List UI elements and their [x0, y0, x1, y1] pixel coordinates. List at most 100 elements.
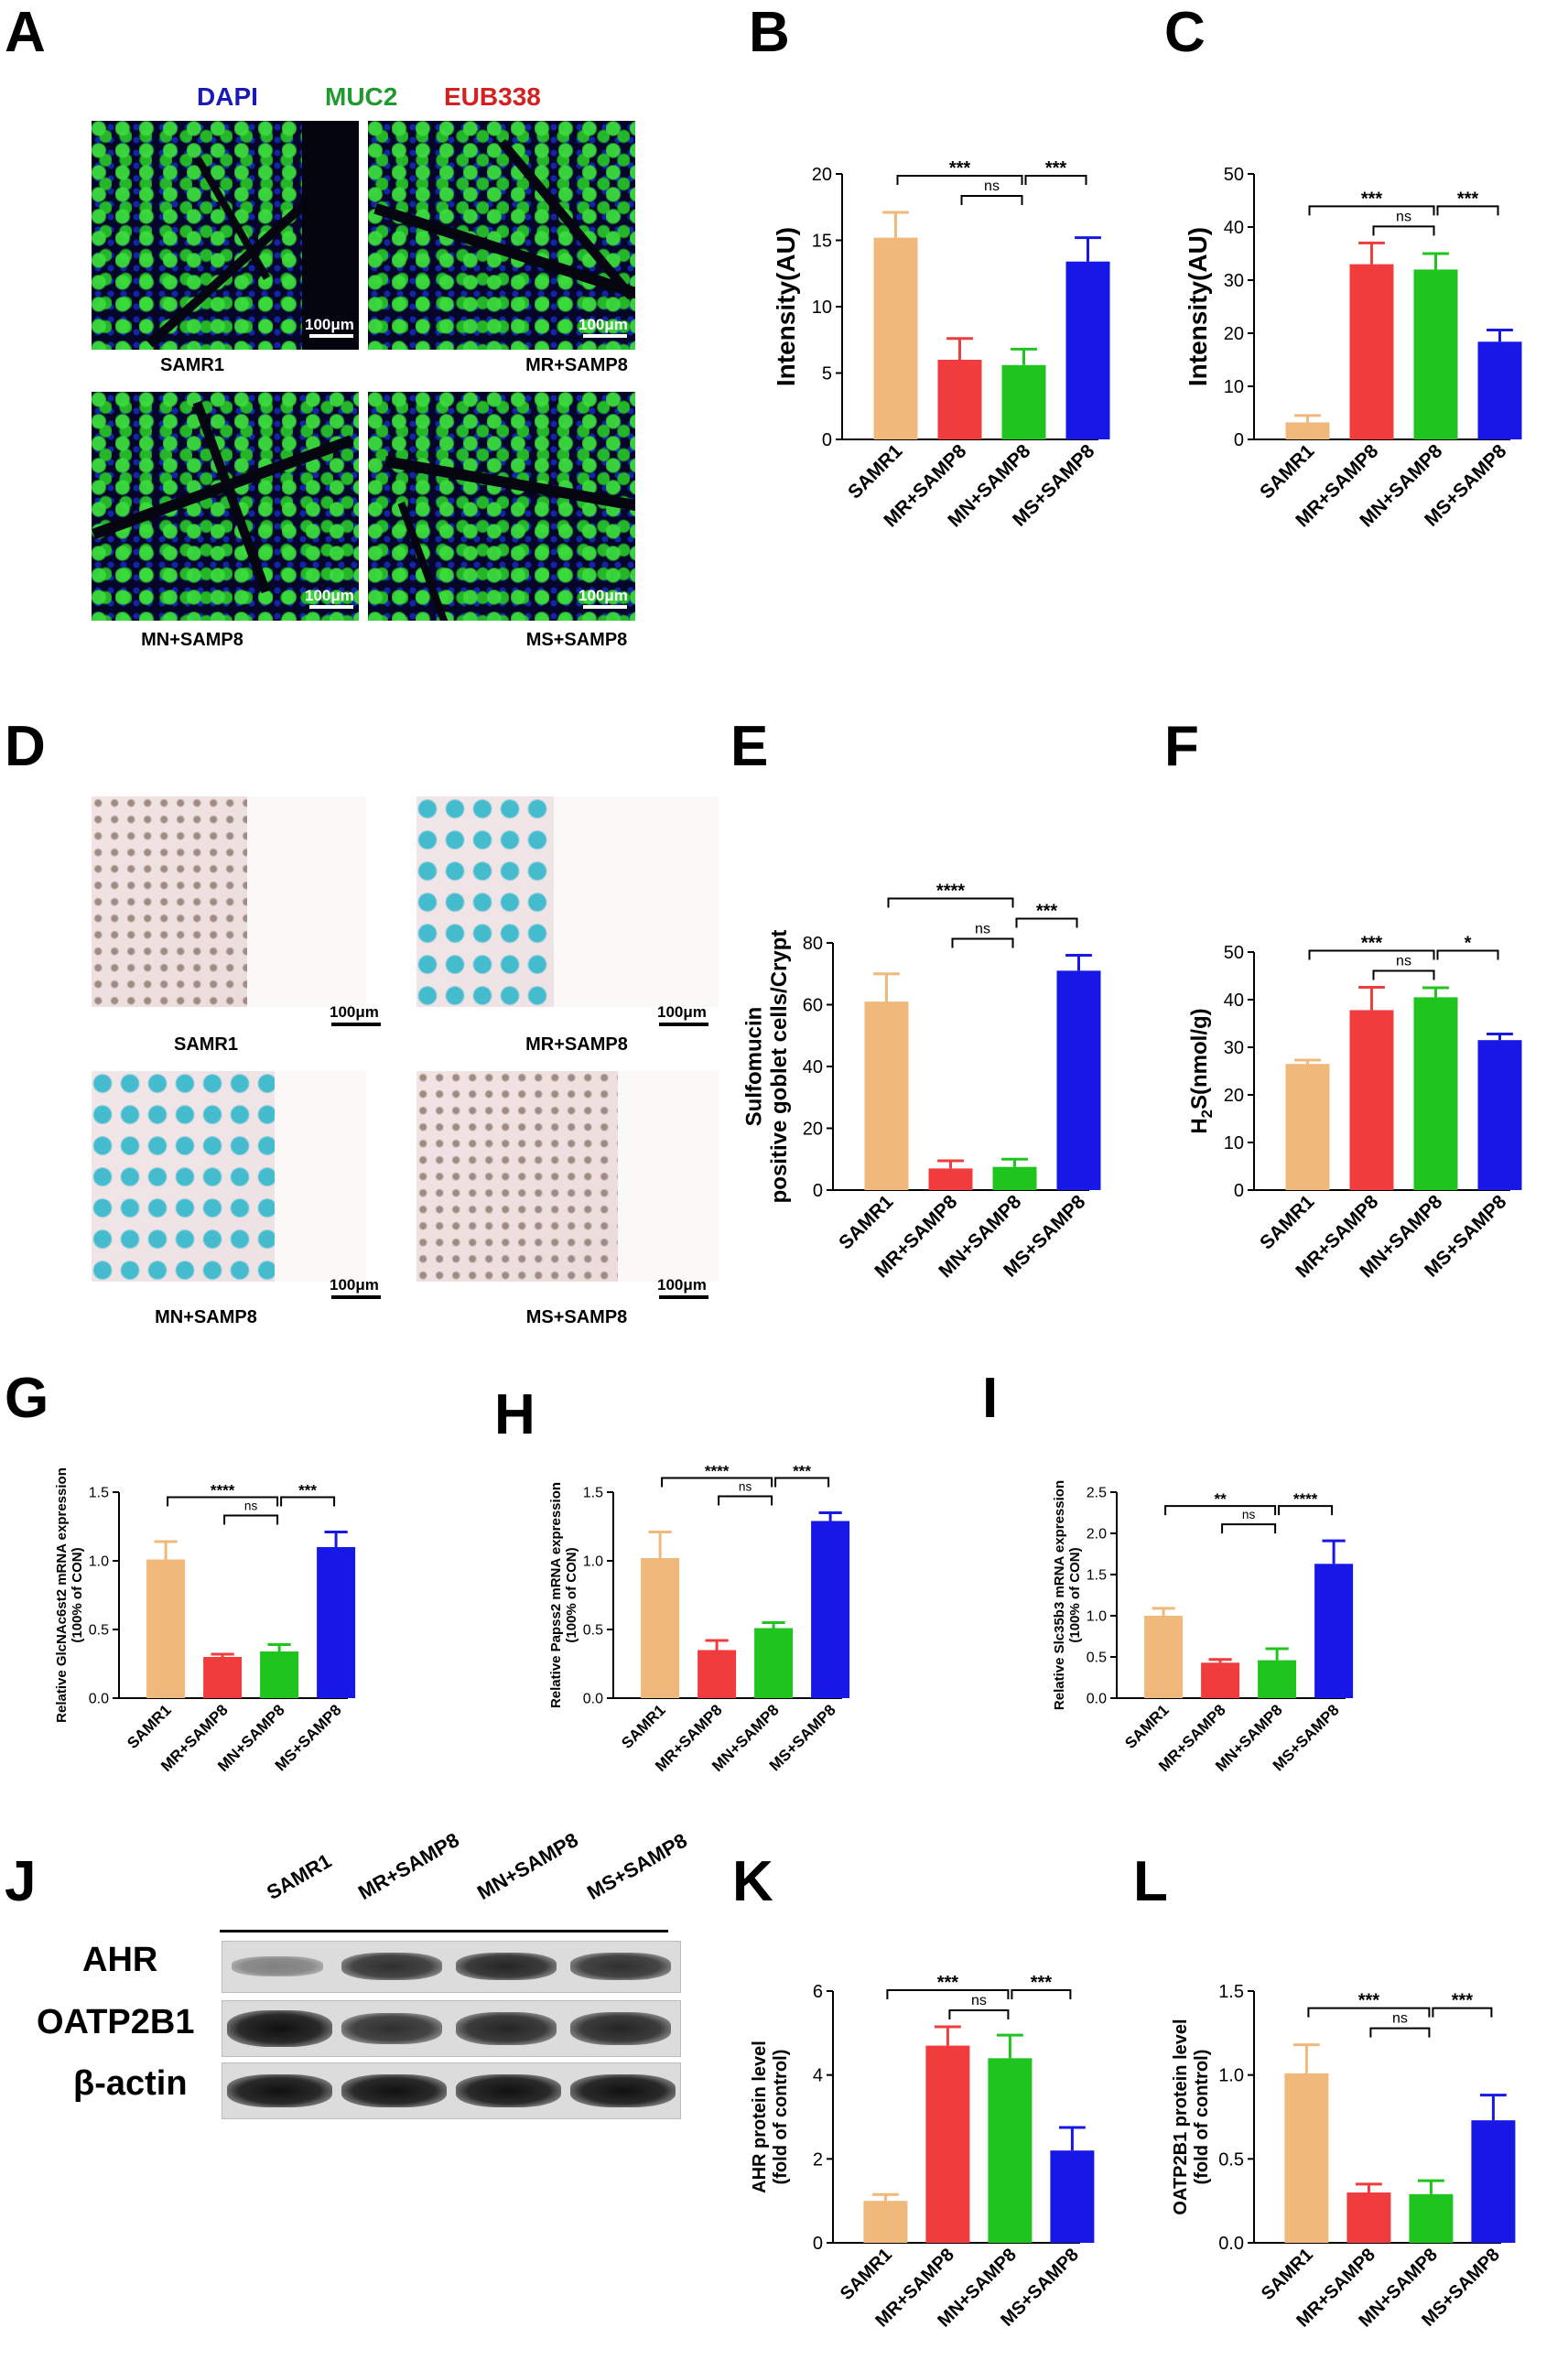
y-tick-label: 1.0	[1218, 2066, 1244, 2086]
bar-mn-samp8	[1413, 269, 1458, 439]
wb-label-oatp2b1: OATP2B1	[37, 2003, 195, 2041]
y-tick-label: 20	[1224, 1086, 1244, 1106]
significance-bracket	[1436, 205, 1499, 216]
x-tick-label: SAMR1	[835, 1191, 897, 1253]
chart-H-plot: 0.0 0.5 1.0 1.5 Relative Papss2 mRNA express…	[548, 1465, 850, 1775]
significance-label: ns	[1392, 2011, 1408, 2027]
y-tick-label: 1.5	[89, 1486, 109, 1501]
band	[456, 2012, 557, 2045]
scale-text: 100μm	[579, 587, 628, 604]
significance-bracket	[887, 897, 1014, 908]
significance-label: ns	[244, 1499, 258, 1513]
chart-sulfomucin: 0 20 40 60 80 Sulfomucinpositive goblet cells…	[742, 882, 1101, 1282]
chart-L-plot: 0.0 0.5 1.0 1.5 OATP2B1 protein level(fold o…	[1171, 1982, 1516, 2332]
panel-letter-j: J	[5, 1850, 37, 1913]
significance-label: ns	[1396, 953, 1411, 969]
bar-mn-samp8	[1258, 1660, 1297, 1698]
panel-letter-d: D	[5, 715, 46, 778]
bar-mr-samp8	[1349, 1010, 1394, 1190]
y-tick-label: 0	[1234, 1181, 1244, 1201]
significance-bracket	[1372, 969, 1435, 980]
stain-label-eub338: EUB338	[444, 82, 541, 111]
y-tick-label: 10	[1224, 1133, 1244, 1153]
y-tick-label: 0.5	[1218, 2149, 1244, 2170]
bar-mn-samp8	[754, 1628, 794, 1698]
y-tick-label: 6	[813, 1982, 823, 2002]
y-tick-label: 10	[1224, 377, 1244, 397]
panel-letter-b: B	[749, 1, 790, 64]
y-axis-label: AHR protein level(fold of control)	[750, 2041, 791, 2193]
y-axis-label: H2S(nmol/g)	[1187, 1008, 1216, 1133]
chart-muc2-intensity: MUC205101520Intensity(AU)SAMR1MR+SAMP8MN…	[772, 158, 1110, 531]
significance-bracket	[167, 1496, 279, 1507]
y-tick-label: 1.0	[1087, 1609, 1107, 1625]
y-tick-label: 0	[1234, 430, 1244, 450]
significance-bracket	[951, 937, 1014, 948]
wb-lane-label: MR+SAMP8	[354, 1828, 463, 1905]
significance-bracket	[1221, 1523, 1277, 1534]
significance-label: ***	[937, 1973, 959, 1993]
y-axis-label: Intensity(AU)	[1184, 227, 1212, 386]
chart-h2s: 01020304050H2S(nmol/g)SAMR1MR+SAMP8MN+SA…	[1187, 933, 1522, 1282]
y-tick-label: 1.5	[583, 1486, 603, 1501]
x-tick-label: SAMR1	[1256, 1191, 1318, 1253]
caption-a-ms: MS+SAMP8	[525, 630, 628, 650]
y-tick-label: 20	[803, 1120, 823, 1140]
x-tick-label: SAMR1	[1121, 1701, 1173, 1752]
scale-bar	[583, 605, 627, 609]
wb-lane-label: SAMR1	[263, 1848, 336, 1905]
y-axis-label: Relative Papss2 mRNA expression(100% of …	[548, 1482, 579, 1708]
significance-bracket	[1278, 1505, 1334, 1516]
y-axis-label: OATP2B1 protein level(fold of control)	[1171, 2019, 1212, 2214]
micrograph-d-ms	[416, 1071, 719, 1282]
significance-bracket	[886, 1988, 1010, 1999]
band	[456, 1953, 557, 1980]
y-tick-label: 50	[1224, 943, 1244, 963]
significance-bracket	[1369, 2027, 1431, 2038]
scale-bar	[583, 334, 627, 338]
bar-samr1	[864, 1001, 909, 1190]
band	[232, 1956, 323, 1976]
chart-K-plot: 0 2 4 6 AHR protein level(fold of control) SA…	[750, 1973, 1095, 2332]
bar-mn-samp8	[260, 1651, 299, 1698]
significance-bracket	[948, 2008, 1010, 2019]
y-axis-label: Sulfomucinpositive goblet cells/Crypt	[742, 930, 793, 1204]
significance-bracket	[1164, 1505, 1277, 1516]
significance-label: **	[1214, 1490, 1227, 1508]
significance-bracket	[774, 1477, 830, 1488]
chart-B-plot: MUC205101520Intensity(AU)SAMR1MR+SAMP8MN…	[772, 158, 1110, 531]
significance-bracket	[1372, 225, 1435, 236]
y-tick-label: 40	[1224, 218, 1244, 238]
y-tick-label: 0.0	[583, 1692, 603, 1707]
panel-letter-k: K	[732, 1850, 773, 1913]
chart-G-plot: 0.0 0.5 1.0 1.5 Relative GlcNAc6st2 mRNA exp…	[54, 1467, 356, 1775]
bar-mn-samp8	[1001, 364, 1046, 439]
bar-mr-samp8	[1201, 1662, 1240, 1698]
bar-mr-samp8	[1346, 2192, 1391, 2243]
significance-label: ns	[1242, 1508, 1256, 1521]
y-tick-label: 2	[813, 2149, 823, 2170]
significance-bracket	[1015, 917, 1078, 928]
y-tick-label: 0.5	[583, 1623, 603, 1639]
y-tick-label: 10	[812, 298, 832, 318]
significance-label: ns	[984, 179, 1000, 194]
chart-oatp2b1-protein: 0.0 0.5 1.0 1.5 OATP2B1 protein level(fold o…	[1171, 1982, 1516, 2332]
bar-mr-samp8	[925, 2045, 970, 2243]
significance-label: ***	[298, 1482, 317, 1499]
panel-letter-h: H	[494, 1383, 535, 1446]
chart-slc35b3: 0.0 0.5 1.0 1.5 2.0 2.5 Relative Slc35b3 mRNA …	[1052, 1480, 1354, 1775]
x-tick-label: SAMR1	[618, 1701, 669, 1752]
scale-bar	[331, 1295, 381, 1299]
significance-bracket	[661, 1477, 773, 1488]
significance-bracket	[1432, 2007, 1493, 2018]
y-tick-label: 15	[812, 232, 832, 252]
significance-bracket	[1011, 1988, 1072, 1999]
y-tick-label: 1.0	[583, 1554, 603, 1570]
scale-text: 100μm	[657, 1003, 707, 1021]
blot-oatp2b1	[222, 2000, 681, 2057]
scale-bar	[309, 605, 353, 609]
bar-ms-samp8	[811, 1521, 850, 1698]
bar-samr1	[641, 1558, 680, 1698]
y-tick-label: 2.0	[1087, 1527, 1107, 1543]
band	[570, 2012, 671, 2045]
